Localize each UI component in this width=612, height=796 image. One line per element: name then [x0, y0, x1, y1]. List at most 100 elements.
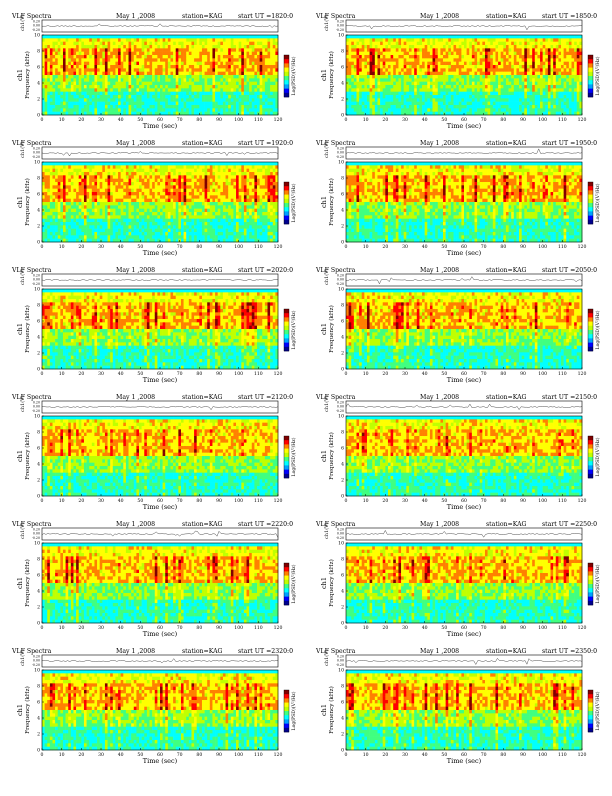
y-tick-label: 8	[341, 684, 344, 690]
trace-tick-label: -0.20	[336, 409, 344, 413]
y-tick-label: 2	[37, 224, 40, 230]
x-tick-label: 0	[41, 752, 44, 758]
x-axis-label: Time (sec)	[143, 249, 178, 257]
colorbar-swatch	[284, 68, 289, 73]
colorbar-swatch	[588, 59, 593, 64]
y-tick-label: 2	[341, 732, 344, 738]
x-tick-label: 10	[59, 371, 65, 377]
colorbar-swatch	[284, 182, 289, 187]
x-tick-label: 120	[274, 117, 283, 123]
x-tick-label: 70	[481, 117, 487, 123]
colorbar-swatch	[284, 694, 289, 699]
channel-label: ch1	[320, 69, 328, 81]
x-tick-label: 10	[363, 752, 369, 758]
colorbar-swatch	[588, 449, 593, 454]
panel-station: station=KAG	[182, 648, 223, 655]
trace-axis-label: ch1(V)	[323, 141, 330, 158]
x-tick-label: 90	[216, 371, 222, 377]
x-tick-label: 40	[422, 371, 428, 377]
y-tick-label: 4	[37, 589, 40, 595]
colorbar-swatch	[284, 84, 289, 89]
panel-start-ut: start UT =1820:0	[238, 13, 293, 20]
panel-start-ut: start UT =2120:0	[238, 394, 293, 401]
colorbar-swatch	[588, 309, 593, 314]
panel-title: VLF Spectra	[315, 521, 356, 528]
x-axis-label: Time (sec)	[447, 376, 482, 384]
colorbar-swatch	[588, 601, 593, 606]
panel-date: May 1 ,2008	[420, 267, 459, 274]
panel-title: VLF Spectra	[11, 267, 52, 274]
colorbar-swatch	[588, 186, 593, 191]
y-tick-label: 4	[37, 81, 40, 87]
colorbar-swatch	[284, 563, 289, 568]
channel-label: ch1	[16, 69, 24, 81]
colorbar-swatch	[588, 326, 593, 331]
y-tick-label: 6	[341, 192, 344, 198]
colorbar-swatch	[588, 588, 593, 593]
x-tick-label: 0	[41, 625, 44, 631]
colorbar-swatch	[284, 211, 289, 216]
y-tick-label: 8	[341, 303, 344, 309]
x-tick-label: 70	[177, 244, 183, 250]
x-tick-label: 10	[363, 117, 369, 123]
x-tick-label: 0	[41, 498, 44, 504]
x-tick-label: 40	[118, 244, 124, 250]
x-tick-label: 40	[422, 244, 428, 250]
x-tick-label: 100	[234, 371, 243, 377]
trace-frame	[42, 655, 278, 667]
colorbar-swatch	[284, 690, 289, 695]
x-tick-label: 80	[196, 498, 202, 504]
x-axis-label: Time (sec)	[447, 122, 482, 130]
x-tick-label: 100	[234, 244, 243, 250]
y-axis-label: Frequency (kHz)	[328, 51, 335, 99]
colorbar-swatch	[284, 80, 289, 85]
colorbar-label: Log(PSD)(V²/Hz)	[290, 437, 297, 476]
y-tick-label: 10	[34, 414, 40, 420]
y-tick-label: 2	[341, 224, 344, 230]
x-tick-label: 100	[538, 625, 547, 631]
colorbar-swatch	[284, 470, 289, 475]
colorbar-swatch	[284, 59, 289, 64]
colorbar-swatch	[588, 690, 593, 695]
x-tick-label: 40	[118, 498, 124, 504]
x-tick-label: 80	[500, 371, 506, 377]
trace-axis-label: ch1(V)	[19, 141, 26, 158]
colorbar-label: Log(PSD)(V²/Hz)	[594, 56, 601, 95]
panel-title: VLF Spectra	[315, 13, 356, 20]
x-tick-label: 100	[538, 752, 547, 758]
colorbar-swatch	[284, 203, 289, 208]
x-tick-label: 20	[78, 752, 84, 758]
spectrogram-cells	[42, 670, 278, 750]
colorbar-swatch	[284, 313, 289, 318]
x-tick-label: 80	[500, 498, 506, 504]
colorbar-swatch	[588, 182, 593, 187]
panel-title: VLF Spectra	[11, 13, 52, 20]
colorbar-label: Log(PSD)(V²/Hz)	[594, 183, 601, 222]
x-tick-label: 0	[345, 625, 348, 631]
y-tick-label: 8	[37, 303, 40, 309]
colorbar-swatch	[284, 719, 289, 724]
x-tick-label: 110	[254, 371, 263, 377]
x-tick-label: 20	[382, 752, 388, 758]
colorbar-label: Log(PSD)(V²/Hz)	[290, 183, 297, 222]
colorbar-swatch	[284, 334, 289, 339]
y-tick-label: 4	[37, 335, 40, 341]
trace-tick-label: -0.20	[32, 409, 40, 413]
colorbar-swatch	[588, 724, 593, 729]
colorbar-label: Log(PSD)(V²/Hz)	[290, 564, 297, 603]
panel-start-ut: start UT =2350:0	[542, 648, 597, 655]
x-tick-label: 10	[59, 752, 65, 758]
x-tick-label: 30	[402, 752, 408, 758]
x-tick-label: 80	[196, 117, 202, 123]
x-tick-label: 120	[274, 244, 283, 250]
trace-frame	[42, 401, 278, 413]
colorbar-swatch	[284, 190, 289, 195]
colorbar-swatch	[284, 474, 289, 479]
colorbar-swatch	[284, 216, 289, 221]
x-axis-label: Time (sec)	[143, 630, 178, 638]
colorbar-swatch	[284, 63, 289, 68]
colorbar-swatch	[588, 80, 593, 85]
x-tick-label: 90	[520, 244, 526, 250]
